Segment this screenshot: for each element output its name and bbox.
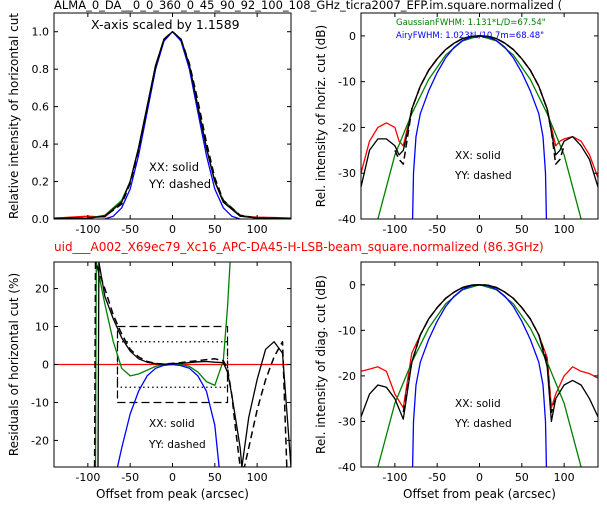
y-axis-label: Rel. intensity of diag. cut (dB)	[314, 275, 328, 454]
chart-panel-p1: -100 -50 0 50 100 0.0 0.2 0.4 0.6 0.8 1.0 Relative …	[7, 12, 292, 236]
figure-title-mid: uid___A002_X69ec79_Xc16_APC-DA45-H-LSB-b…	[54, 240, 544, 254]
x-tick-label: 0	[476, 223, 483, 236]
series-line-4	[402, 284, 557, 414]
x-tick-label: 0	[476, 471, 483, 484]
x-tick-label: 0	[169, 223, 176, 236]
x-tick-label: 50	[515, 223, 529, 236]
x-tick-label: -100	[75, 223, 100, 236]
annotation-text: YY: dashed	[454, 170, 512, 182]
series-line-3	[97, 262, 291, 467]
y-axis-label: Relative intensity of horizontal cut	[7, 13, 21, 219]
y-tick-label: -10	[338, 76, 356, 89]
annotation-text: YY: dashed	[148, 177, 211, 191]
annotation-text: XX: solid	[149, 160, 199, 174]
y-tick-label: -40	[338, 461, 356, 474]
y-tick-label: 0.2	[32, 176, 50, 189]
annotation-text: XX: solid	[455, 150, 501, 162]
y-tick-label: 0.8	[32, 63, 50, 76]
x-tick-label: -100	[382, 471, 407, 484]
plot-area	[361, 262, 598, 467]
legend-entry: GaussianFWHM: 1.131*L/D=67.54"	[396, 18, 546, 28]
y-tick-label: -10	[31, 396, 49, 409]
y-tick-label: 0.0	[32, 213, 50, 226]
series-line-2	[116, 363, 220, 467]
y-tick-label: 0	[42, 359, 49, 372]
x-tick-label: -50	[428, 223, 446, 236]
figure-title-top: ALMA_0_DA__0_0_360_0_45_90_92_100_108_GH…	[54, 0, 562, 12]
y-tick-label: -20	[31, 434, 49, 447]
y-tick-label: 0	[349, 279, 356, 292]
y-tick-label: 20	[35, 283, 49, 296]
series-line-4	[93, 262, 288, 467]
x-axis-label: Offset from peak (arcsec)	[403, 487, 556, 501]
x-tick-label: -50	[121, 471, 139, 484]
annotation-text: YY: dashed	[148, 439, 206, 451]
series-line-4	[394, 35, 565, 165]
x-tick-label: 50	[515, 471, 529, 484]
x-tick-label: 100	[247, 223, 268, 236]
y-tick-label: -30	[338, 167, 356, 180]
y-tick-label: 0.4	[32, 138, 50, 151]
y-tick-label: -20	[338, 370, 356, 383]
x-tick-label: 0	[169, 471, 176, 484]
x-tick-label: 100	[247, 471, 268, 484]
x-tick-label: -100	[382, 223, 407, 236]
y-tick-label: 0	[349, 30, 356, 43]
y-tick-label: -30	[338, 415, 356, 428]
annotation-text: X-axis scaled by 1.1589	[91, 17, 240, 32]
plot-area	[54, 13, 291, 219]
series-line-4	[54, 30, 291, 219]
y-tick-label: 0.6	[32, 101, 50, 114]
x-tick-label: 50	[208, 223, 222, 236]
x-tick-label: -50	[428, 471, 446, 484]
y-tick-label: 1.0	[32, 26, 50, 39]
y-tick-label: -20	[338, 121, 356, 134]
y-axis-label: Residuals of horizontal cut (%)	[7, 273, 21, 456]
annotation-text: XX: solid	[149, 418, 195, 430]
legend-entry: AiryFWHM: 1.023*L/10.7m=68.48"	[396, 31, 544, 41]
annotation-text: YY: dashed	[454, 418, 512, 430]
x-tick-label: 100	[554, 471, 575, 484]
x-tick-label: 100	[554, 223, 575, 236]
plot-area	[361, 13, 598, 219]
x-tick-label: -50	[121, 223, 139, 236]
x-tick-label: -100	[75, 471, 100, 484]
y-tick-label: 10	[35, 321, 49, 334]
y-tick-label: -10	[338, 324, 356, 337]
y-tick-label: -40	[338, 213, 356, 226]
annotation-text: XX: solid	[455, 398, 501, 410]
y-axis-label: Rel. intensity of horiz. cut (dB)	[314, 25, 328, 207]
x-axis-label: Offset from peak (arcsec)	[96, 487, 249, 501]
x-tick-label: 50	[208, 471, 222, 484]
